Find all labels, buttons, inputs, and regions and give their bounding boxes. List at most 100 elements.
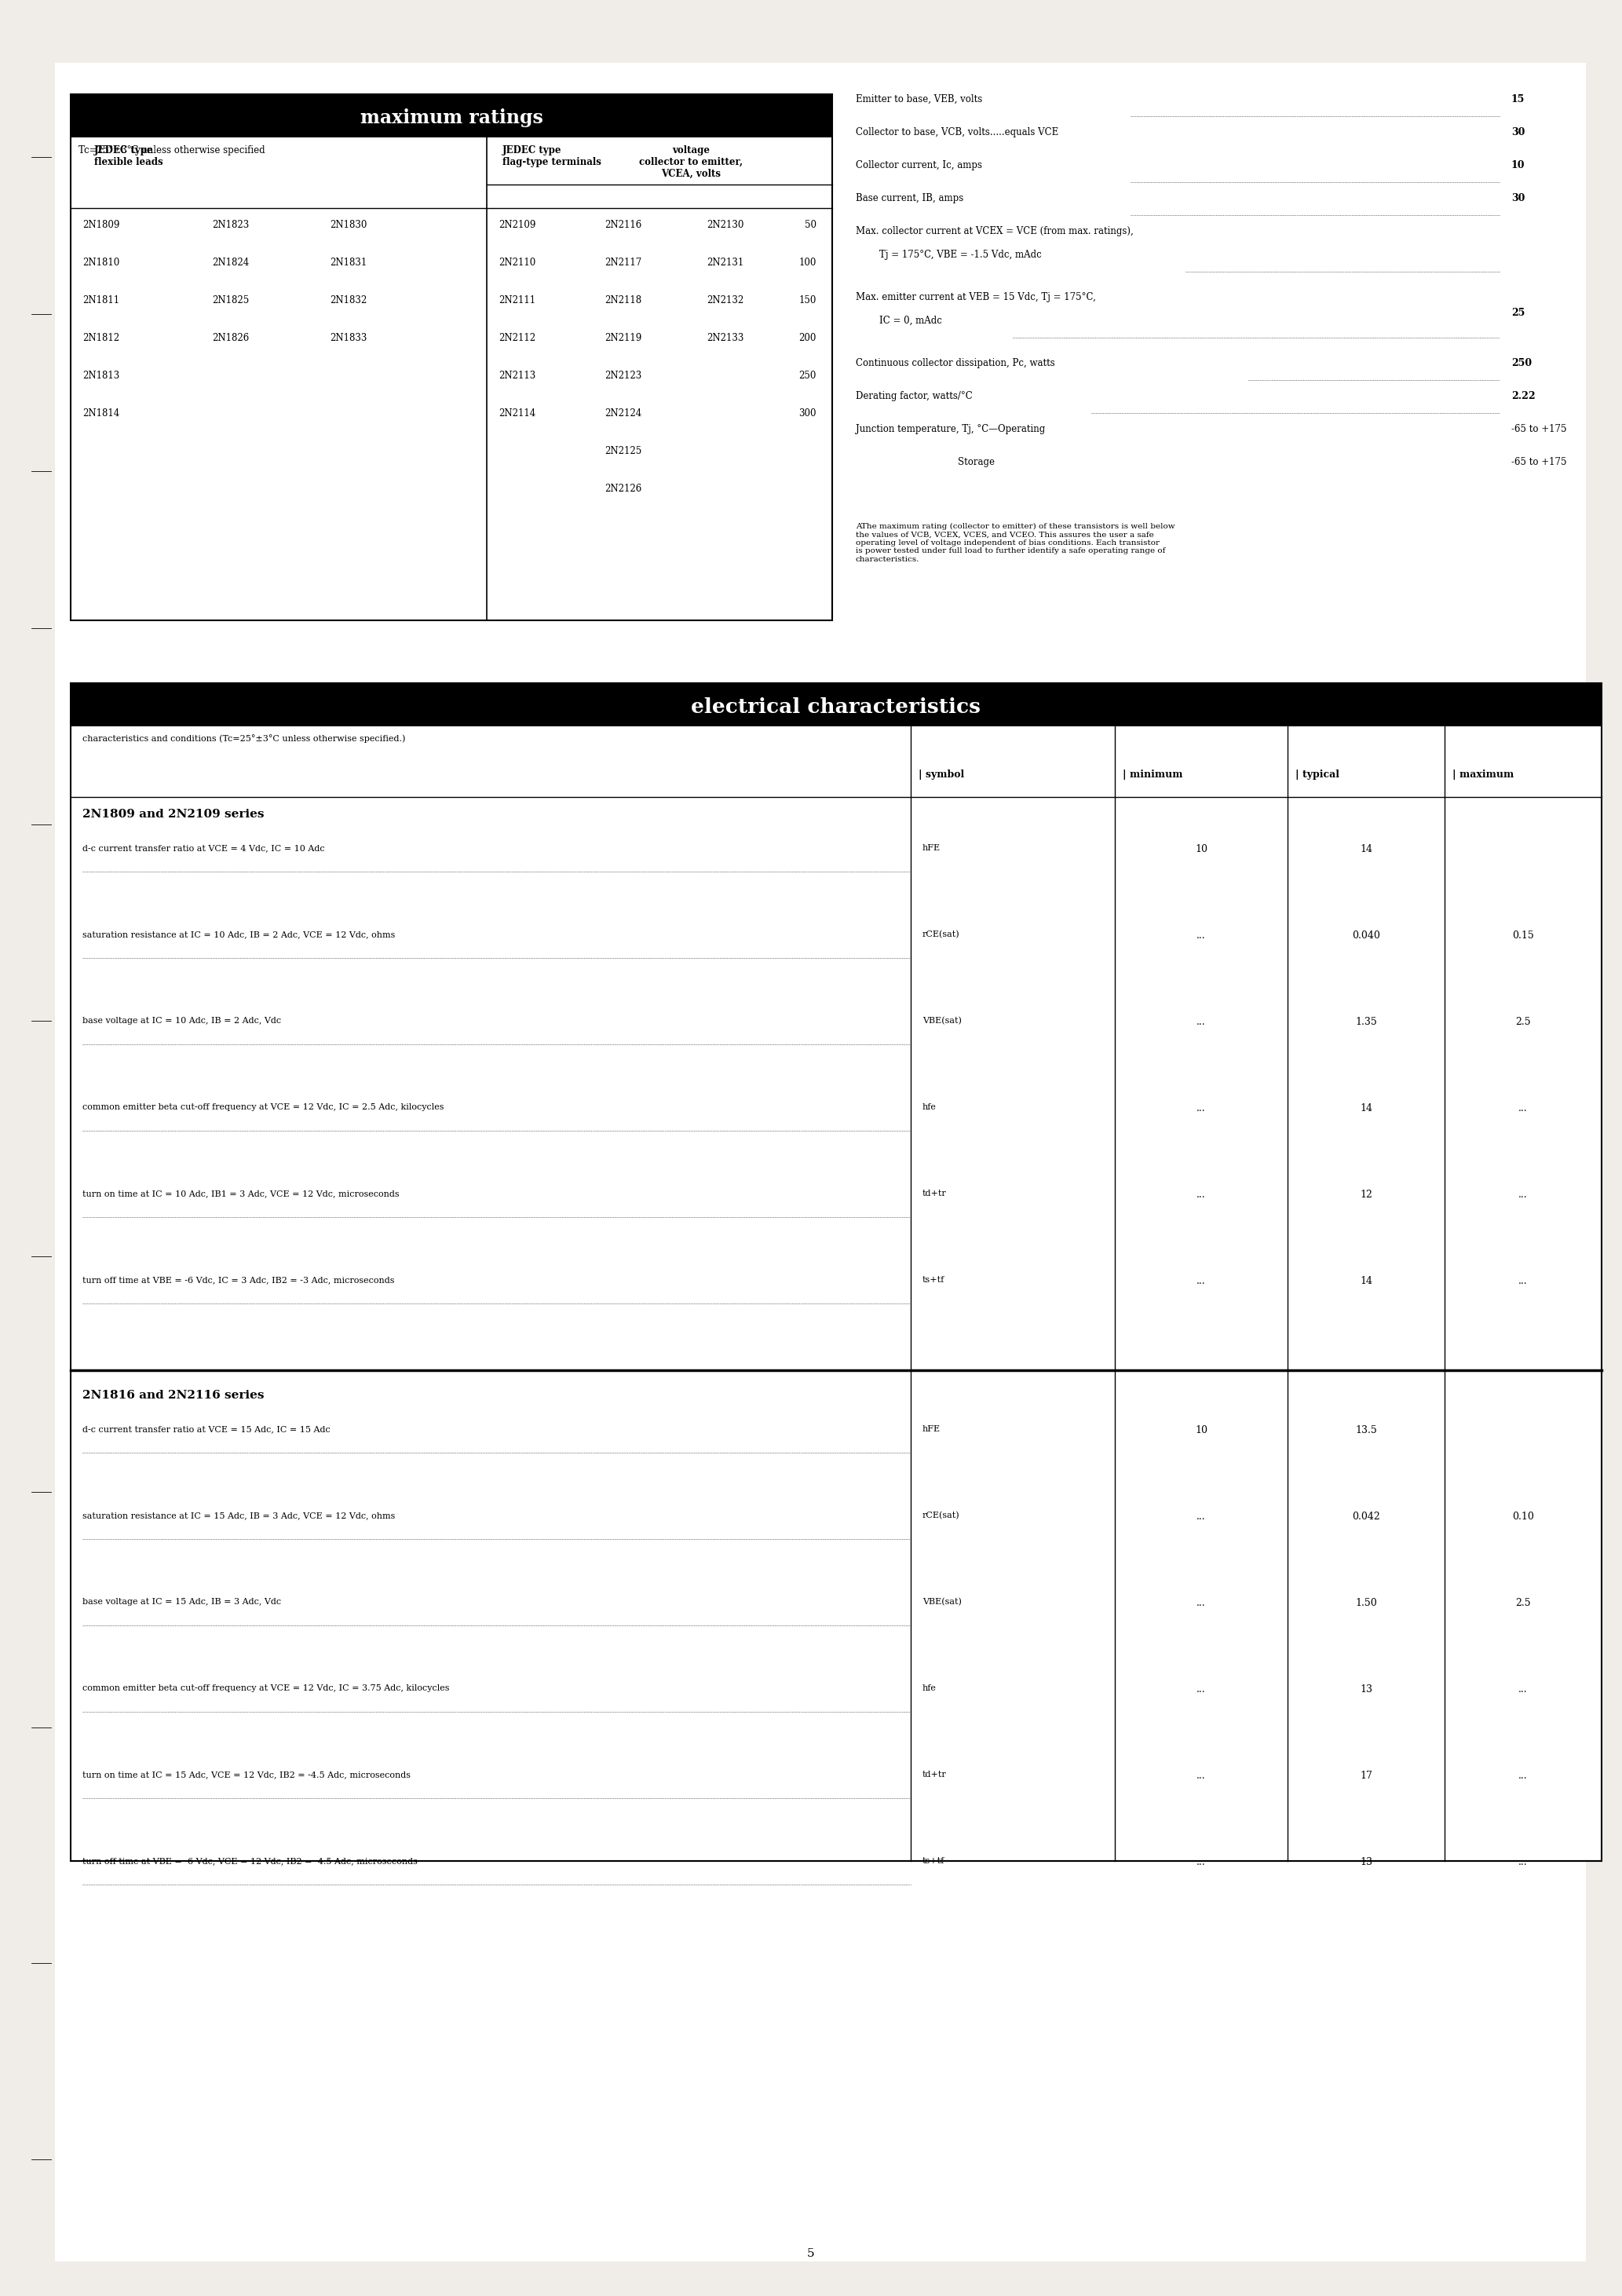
Text: 25: 25 [1512, 308, 1525, 319]
Text: 10: 10 [1195, 845, 1207, 854]
Text: 2N2110: 2N2110 [498, 257, 535, 269]
Text: 2N2111: 2N2111 [498, 296, 535, 305]
Text: hFE: hFE [923, 1426, 941, 1433]
Text: 2N2117: 2N2117 [605, 257, 642, 269]
Text: 2.5: 2.5 [1515, 1017, 1531, 1026]
Text: hfe: hfe [923, 1104, 936, 1111]
Text: turn off time at VBE = -6 Vdc, IC = 3 Adc, IB2 = -3 Adc, microseconds: turn off time at VBE = -6 Vdc, IC = 3 Ad… [83, 1277, 394, 1283]
Text: -65 to +175: -65 to +175 [1512, 457, 1567, 466]
Text: JEDEC type
flexible leads: JEDEC type flexible leads [94, 145, 162, 168]
Text: ...: ... [1197, 1770, 1205, 1782]
Text: 2N1810: 2N1810 [83, 257, 120, 269]
Text: characteristics and conditions (Tc=25°±3°C unless otherwise specified.): characteristics and conditions (Tc=25°±3… [83, 735, 406, 742]
Text: 5: 5 [808, 2248, 814, 2259]
Text: 250: 250 [1512, 358, 1531, 367]
Text: voltage
collector to emitter,
VCEA, volts: voltage collector to emitter, VCEA, volt… [639, 145, 743, 179]
Text: d-c current transfer ratio at VCE = 4 Vdc, IC = 10 Adc: d-c current transfer ratio at VCE = 4 Vd… [83, 845, 324, 852]
Text: 2N2126: 2N2126 [605, 484, 642, 494]
Text: 1.35: 1.35 [1354, 1017, 1377, 1026]
Text: base voltage at IC = 15 Adc, IB = 3 Adc, Vdc: base voltage at IC = 15 Adc, IB = 3 Adc,… [83, 1598, 281, 1605]
Text: Junction temperature, Tj, °C—Operating: Junction temperature, Tj, °C—Operating [856, 425, 1045, 434]
Text: td+tr: td+tr [923, 1770, 947, 1779]
Text: Storage: Storage [959, 457, 994, 466]
Text: 2N2114: 2N2114 [498, 409, 535, 418]
Text: 2N2123: 2N2123 [605, 370, 642, 381]
Text: 2N1832: 2N1832 [329, 296, 367, 305]
Text: 2N1809 and 2N2109 series: 2N1809 and 2N2109 series [83, 808, 264, 820]
Text: ...: ... [1518, 1189, 1528, 1201]
Text: 14: 14 [1359, 1277, 1372, 1286]
Text: 13.5: 13.5 [1354, 1426, 1377, 1435]
Text: common emitter beta cut-off frequency at VCE = 12 Vdc, IC = 3.75 Adc, kilocycles: common emitter beta cut-off frequency at… [83, 1685, 449, 1692]
Text: 2N2116: 2N2116 [605, 220, 642, 230]
Text: -65 to +175: -65 to +175 [1512, 425, 1567, 434]
Text: Base current, IB, amps: Base current, IB, amps [856, 193, 963, 204]
Text: turn on time at IC = 15 Adc, VCE = 12 Vdc, IB2 = -4.5 Adc, microseconds: turn on time at IC = 15 Adc, VCE = 12 Vd… [83, 1770, 410, 1779]
Text: 2N1825: 2N1825 [212, 296, 250, 305]
Text: 2N1824: 2N1824 [212, 257, 250, 269]
Text: hfe: hfe [923, 1685, 936, 1692]
Text: base voltage at IC = 10 Adc, IB = 2 Adc, Vdc: base voltage at IC = 10 Adc, IB = 2 Adc,… [83, 1017, 281, 1024]
Text: ...: ... [1197, 1017, 1205, 1026]
Text: Tc=25°±3°C unless otherwise specified: Tc=25°±3°C unless otherwise specified [78, 145, 264, 156]
Text: Continuous collector dissipation, Pc, watts: Continuous collector dissipation, Pc, wa… [856, 358, 1054, 367]
Text: | typical: | typical [1296, 769, 1340, 781]
Text: 2N1826: 2N1826 [212, 333, 250, 342]
Text: common emitter beta cut-off frequency at VCE = 12 Vdc, IC = 2.5 Adc, kilocycles: common emitter beta cut-off frequency at… [83, 1104, 444, 1111]
Text: ...: ... [1518, 1857, 1528, 1867]
Text: 2.5: 2.5 [1515, 1598, 1531, 1607]
Text: ...: ... [1197, 1277, 1205, 1286]
Text: ts+tf: ts+tf [923, 1857, 944, 1864]
Text: maximum ratings: maximum ratings [360, 108, 543, 126]
Text: 30: 30 [1512, 126, 1525, 138]
Text: ...: ... [1197, 1598, 1205, 1607]
Text: d-c current transfer ratio at VCE = 15 Adc, IC = 15 Adc: d-c current transfer ratio at VCE = 15 A… [83, 1426, 331, 1433]
Text: turn on time at IC = 10 Adc, IB1 = 3 Adc, VCE = 12 Vdc, microseconds: turn on time at IC = 10 Adc, IB1 = 3 Adc… [83, 1189, 399, 1199]
Text: 15: 15 [1512, 94, 1525, 103]
Text: | maximum: | maximum [1452, 769, 1513, 781]
Text: 2N2119: 2N2119 [605, 333, 642, 342]
Text: 10: 10 [1195, 1426, 1207, 1435]
Text: 0.10: 0.10 [1512, 1511, 1534, 1522]
Text: ...: ... [1197, 1189, 1205, 1201]
Text: ...: ... [1197, 1511, 1205, 1522]
Text: 2N2118: 2N2118 [605, 296, 642, 305]
Text: VBE(sat): VBE(sat) [923, 1017, 962, 1024]
Text: 200: 200 [800, 333, 816, 342]
Text: ...: ... [1197, 1857, 1205, 1867]
Text: turn off time at VBE = -6 Vdc, VCE = 12 Vdc, IB2 = -4.5 Adc, microseconds: turn off time at VBE = -6 Vdc, VCE = 12 … [83, 1857, 417, 1864]
Text: 150: 150 [800, 296, 816, 305]
Text: 50: 50 [805, 220, 816, 230]
Text: ...: ... [1518, 1104, 1528, 1114]
Text: 2N2132: 2N2132 [707, 296, 743, 305]
Text: 2N2113: 2N2113 [498, 370, 535, 381]
Bar [71, 94, 832, 620]
Text: 300: 300 [798, 409, 816, 418]
Text: 30: 30 [1512, 193, 1525, 204]
Text: 250: 250 [800, 370, 816, 381]
Text: Max. collector current at VCEX = VCE (from max. ratings),: Max. collector current at VCEX = VCE (fr… [856, 225, 1134, 236]
Text: 2N2131: 2N2131 [707, 257, 743, 269]
Text: 2N2133: 2N2133 [707, 333, 744, 342]
Text: 2N2124: 2N2124 [605, 409, 642, 418]
Text: saturation resistance at IC = 15 Adc, IB = 3 Adc, VCE = 12 Vdc, ohms: saturation resistance at IC = 15 Adc, IB… [83, 1511, 396, 1520]
Text: Max. emitter current at VEB = 15 Vdc, Tj = 175°C,: Max. emitter current at VEB = 15 Vdc, Tj… [856, 292, 1096, 303]
Text: 2N2112: 2N2112 [498, 333, 535, 342]
Text: 2N1830: 2N1830 [329, 220, 367, 230]
Text: Collector to base, VCB, volts.....equals VCE: Collector to base, VCB, volts.....equals… [856, 126, 1059, 138]
Text: | minimum: | minimum [1122, 769, 1182, 781]
Text: 13: 13 [1359, 1685, 1372, 1694]
Text: 2N1823: 2N1823 [212, 220, 250, 230]
Text: AThe maximum rating (collector to emitter) of these transistors is well below
th: AThe maximum rating (collector to emitte… [856, 523, 1174, 563]
Text: 100: 100 [800, 257, 816, 269]
Text: td+tr: td+tr [923, 1189, 947, 1199]
Text: electrical characteristics: electrical characteristics [691, 698, 981, 716]
Text: 14: 14 [1359, 845, 1372, 854]
Text: IC = 0, mAdc: IC = 0, mAdc [879, 315, 942, 326]
Text: 12: 12 [1359, 1189, 1372, 1201]
Text: 13: 13 [1359, 1857, 1372, 1867]
Text: 0.15: 0.15 [1512, 930, 1534, 941]
Bar [71, 94, 832, 138]
Text: rCE(sat): rCE(sat) [923, 1511, 960, 1520]
Text: | symbol: | symbol [918, 769, 965, 781]
